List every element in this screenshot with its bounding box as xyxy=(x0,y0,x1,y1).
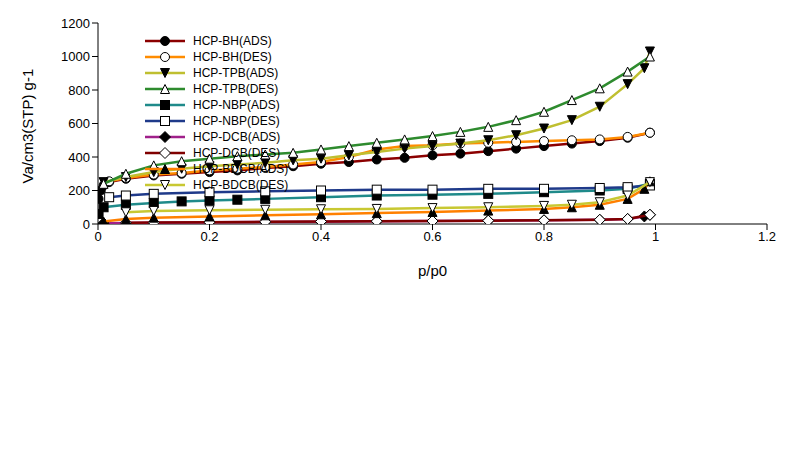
html-text:HCP-NBP(ADS): HCP-NBP(ADS) xyxy=(193,98,280,112)
svg-text:0: 0 xyxy=(94,229,101,244)
svg-text:0.6: 0.6 xyxy=(423,229,441,244)
svg-text:400: 400 xyxy=(68,150,90,165)
svg-text:1: 1 xyxy=(652,229,659,244)
html-text:HCP-TPB(ADS): HCP-TPB(ADS) xyxy=(193,66,279,80)
html-text:HCP-NBP(DES): HCP-NBP(DES) xyxy=(193,114,280,128)
svg-text:1.2: 1.2 xyxy=(758,229,776,244)
html-text:HCP-BH(DES): HCP-BH(DES) xyxy=(193,50,272,64)
svg-text:0.4: 0.4 xyxy=(312,229,330,244)
html-text:HCP-TPB(DES): HCP-TPB(DES) xyxy=(193,82,279,96)
svg-text:p/p0: p/p0 xyxy=(418,262,447,279)
svg-text:0: 0 xyxy=(83,217,90,232)
html-text:HCP-DCB(DES): HCP-DCB(DES) xyxy=(193,146,281,160)
html-text:HCP-BDCB(ADS): HCP-BDCB(ADS) xyxy=(193,162,289,176)
svg-text:1200: 1200 xyxy=(61,16,90,31)
svg-text:Va/cm3(STP) g-1: Va/cm3(STP) g-1 xyxy=(19,69,36,184)
html-text:HCP-BH(ADS): HCP-BH(ADS) xyxy=(193,34,272,48)
svg-text:600: 600 xyxy=(68,116,90,131)
svg-text:1000: 1000 xyxy=(61,49,90,64)
svg-text:200: 200 xyxy=(68,183,90,198)
svg-text:0.8: 0.8 xyxy=(535,229,553,244)
svg-text:0.2: 0.2 xyxy=(200,229,218,244)
html-text:HCP-BDCB(DES): HCP-BDCB(DES) xyxy=(193,178,289,192)
svg-text:800: 800 xyxy=(68,83,90,98)
html-text:HCP-DCB(ADS): HCP-DCB(ADS) xyxy=(193,130,281,144)
